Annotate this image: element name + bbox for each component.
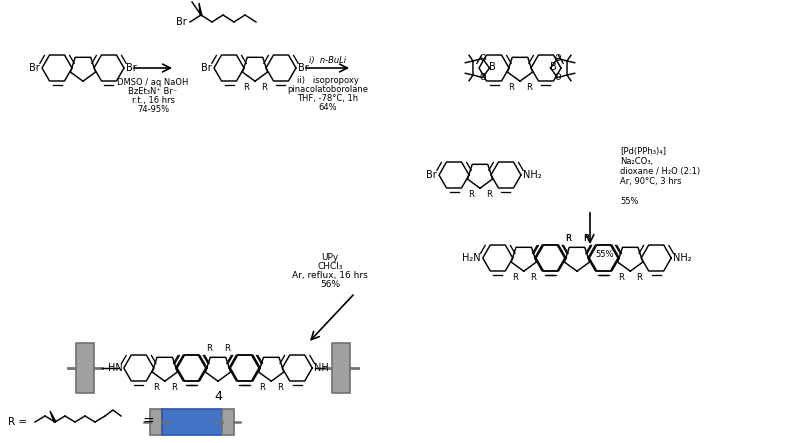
Text: R: R [583, 234, 589, 243]
Text: Br: Br [29, 63, 40, 73]
Text: R: R [583, 234, 589, 243]
Bar [162, 409, 222, 435]
Text: O: O [479, 54, 486, 63]
Text: NH₂: NH₂ [523, 170, 541, 180]
Text: HN: HN [107, 363, 123, 373]
Text: Br: Br [298, 63, 309, 73]
Text: =: = [143, 415, 154, 429]
Text: Br: Br [127, 63, 137, 73]
Text: R: R [277, 383, 283, 392]
Text: O: O [554, 54, 561, 63]
Text: R: R [153, 383, 159, 392]
Text: [Pd(PPh₃)₄]: [Pd(PPh₃)₄] [620, 147, 666, 156]
Text: R: R [468, 190, 474, 199]
Text: R: R [261, 83, 267, 92]
Bar [150, 409, 162, 435]
Text: R: R [260, 383, 265, 392]
Text: O: O [554, 73, 561, 82]
Text: Ar, 90°C, 3 hrs: Ar, 90°C, 3 hrs [620, 177, 682, 186]
Text: R: R [636, 273, 642, 282]
Text: R =: R = [8, 417, 27, 427]
Text: R: R [508, 83, 514, 92]
Text: R: R [618, 273, 624, 282]
Text: UPy: UPy [321, 253, 339, 262]
Text: 64%: 64% [319, 103, 337, 112]
Polygon shape [50, 411, 56, 422]
Text: 4: 4 [214, 390, 222, 404]
Polygon shape [199, 3, 202, 16]
Text: DMSO / aq NaOH: DMSO / aq NaOH [117, 78, 189, 87]
Text: Br: Br [426, 170, 437, 180]
Text: B: B [550, 62, 557, 72]
Text: R: R [566, 234, 571, 243]
Text: R: R [486, 190, 492, 199]
Text: ii)   isopropoxy: ii) isopropoxy [297, 76, 359, 85]
Text: R: R [171, 383, 177, 392]
Text: r.t., 16 hrs: r.t., 16 hrs [131, 96, 175, 105]
Text: R: R [526, 83, 532, 92]
Text: Ar, reflux, 16 hrs: Ar, reflux, 16 hrs [292, 271, 368, 280]
Text: NH: NH [314, 363, 328, 373]
Bar [332, 343, 350, 393]
Text: R: R [206, 344, 212, 353]
Text: i)  n-BuLi: i) n-BuLi [309, 56, 347, 65]
Text: NH₂: NH₂ [674, 253, 692, 263]
Text: B: B [489, 62, 496, 72]
Bar [76, 343, 95, 393]
Text: Br: Br [176, 17, 187, 27]
Text: O: O [479, 73, 486, 82]
Text: 55%: 55% [595, 250, 614, 259]
Text: H₂N: H₂N [462, 253, 481, 263]
Text: R: R [529, 273, 536, 282]
Bar [222, 409, 234, 435]
Text: CHCl₃: CHCl₃ [317, 262, 343, 271]
Text: 55%: 55% [620, 197, 638, 206]
Text: 56%: 56% [320, 280, 340, 289]
Text: BzEt₃N⁺ Br⁻: BzEt₃N⁺ Br⁻ [128, 87, 178, 96]
Text: R: R [224, 344, 230, 353]
Text: Na₂CO₃,: Na₂CO₃, [620, 157, 653, 166]
Text: Br: Br [201, 63, 211, 73]
Text: 74-95%: 74-95% [137, 105, 169, 114]
Text: THF, -78°C, 1h: THF, -78°C, 1h [297, 94, 359, 103]
Text: R: R [512, 273, 517, 282]
Text: dioxane / H₂O (2:1): dioxane / H₂O (2:1) [620, 167, 700, 176]
Text: pinacolatoborolane: pinacolatoborolane [288, 85, 368, 94]
Text: R: R [244, 83, 249, 92]
Text: R: R [566, 234, 571, 243]
